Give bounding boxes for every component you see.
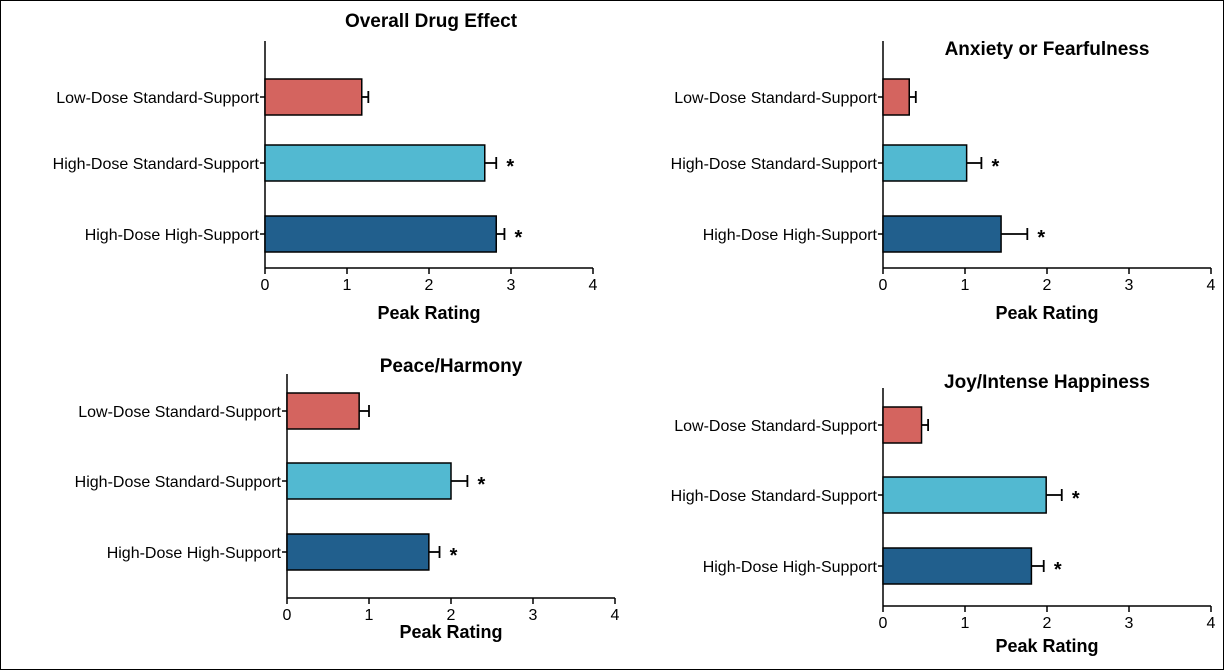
bar-low-dose-standard (286, 392, 360, 430)
bar-high-dose-high (882, 547, 1033, 585)
panel-3: Peace/Harmony 0 1 2 3 4 Peak Rating Low-Dose St… (75, 356, 620, 642)
category-label: Low-Dose Standard-Support (56, 90, 259, 107)
significance-marker: * (1054, 559, 1062, 581)
chart-title: Anxiety or Fearfulness (945, 39, 1150, 60)
category-label: High-Dose Standard-Support (671, 156, 878, 173)
category-label: High-Dose High-Support (107, 545, 282, 562)
panel-4: Joy/Intense Happiness 0 1 2 3 4 Peak Rating Low… (671, 372, 1216, 656)
bar-low-dose-standard (264, 78, 363, 116)
category-label: High-Dose Standard-Support (75, 474, 282, 491)
bar-low-dose-standard (882, 78, 910, 116)
x-tick-label: 3 (529, 607, 538, 624)
panel-2: Anxiety or Fearfulness 0 1 2 3 4 Peak Rating Lo… (671, 39, 1216, 323)
x-tick-label: 1 (365, 607, 374, 624)
x-tick-label: 2 (425, 277, 434, 294)
bar-high-dose-high (286, 533, 430, 571)
x-tick-label: 4 (589, 277, 598, 294)
x-tick-label: 1 (961, 615, 970, 632)
significance-marker: * (1072, 488, 1080, 510)
category-label: High-Dose Standard-Support (671, 488, 878, 505)
x-tick-label: 3 (1125, 615, 1134, 632)
category-label: Low-Dose Standard-Support (674, 418, 877, 435)
x-axis-label: Peak Rating (399, 622, 502, 642)
x-tick-label: 0 (879, 277, 888, 294)
x-tick-label: 4 (1207, 277, 1216, 294)
significance-marker: * (450, 545, 458, 567)
chart-title: Joy/Intense Happiness (944, 372, 1150, 393)
category-label: Low-Dose Standard-Support (674, 90, 877, 107)
panel-1: Overall Drug Effect 0 1 2 3 4 Peak Rating Low-D… (53, 11, 598, 323)
significance-marker: * (992, 156, 1000, 178)
x-tick-label: 2 (1043, 615, 1052, 632)
x-tick-label: 4 (1207, 615, 1216, 632)
bar-low-dose-standard (882, 406, 923, 444)
bar-high-dose-standard (264, 144, 486, 182)
x-tick-label: 0 (283, 607, 292, 624)
x-tick-label: 3 (507, 277, 516, 294)
x-axis-label: Peak Rating (377, 303, 480, 323)
category-label: Low-Dose Standard-Support (78, 404, 281, 421)
x-axis-label: Peak Rating (995, 303, 1098, 323)
bar-high-dose-standard (882, 144, 968, 182)
x-tick-label: 0 (261, 277, 270, 294)
category-label: High-Dose Standard-Support (53, 156, 260, 173)
significance-marker: * (478, 474, 486, 496)
x-axis-label: Peak Rating (995, 636, 1098, 656)
category-label: High-Dose High-Support (85, 227, 260, 244)
significance-marker: * (515, 227, 523, 249)
x-tick-label: 1 (961, 277, 970, 294)
x-tick-label: 4 (611, 607, 620, 624)
bar-high-dose-standard (286, 462, 452, 500)
bar-high-dose-high (264, 215, 497, 253)
category-label: High-Dose High-Support (703, 559, 878, 576)
chart-title: Overall Drug Effect (345, 11, 518, 32)
x-tick-label: 2 (1043, 277, 1052, 294)
x-tick-label: 1 (343, 277, 352, 294)
x-tick-label: 2 (447, 607, 456, 624)
category-label: High-Dose High-Support (703, 227, 878, 244)
x-tick-label: 0 (879, 615, 888, 632)
x-tick-label: 3 (1125, 277, 1134, 294)
bar-high-dose-standard (882, 476, 1047, 514)
significance-marker: * (1037, 227, 1045, 249)
bar-high-dose-high (882, 215, 1002, 253)
significance-marker: * (506, 156, 514, 178)
chart-title: Peace/Harmony (380, 356, 523, 377)
